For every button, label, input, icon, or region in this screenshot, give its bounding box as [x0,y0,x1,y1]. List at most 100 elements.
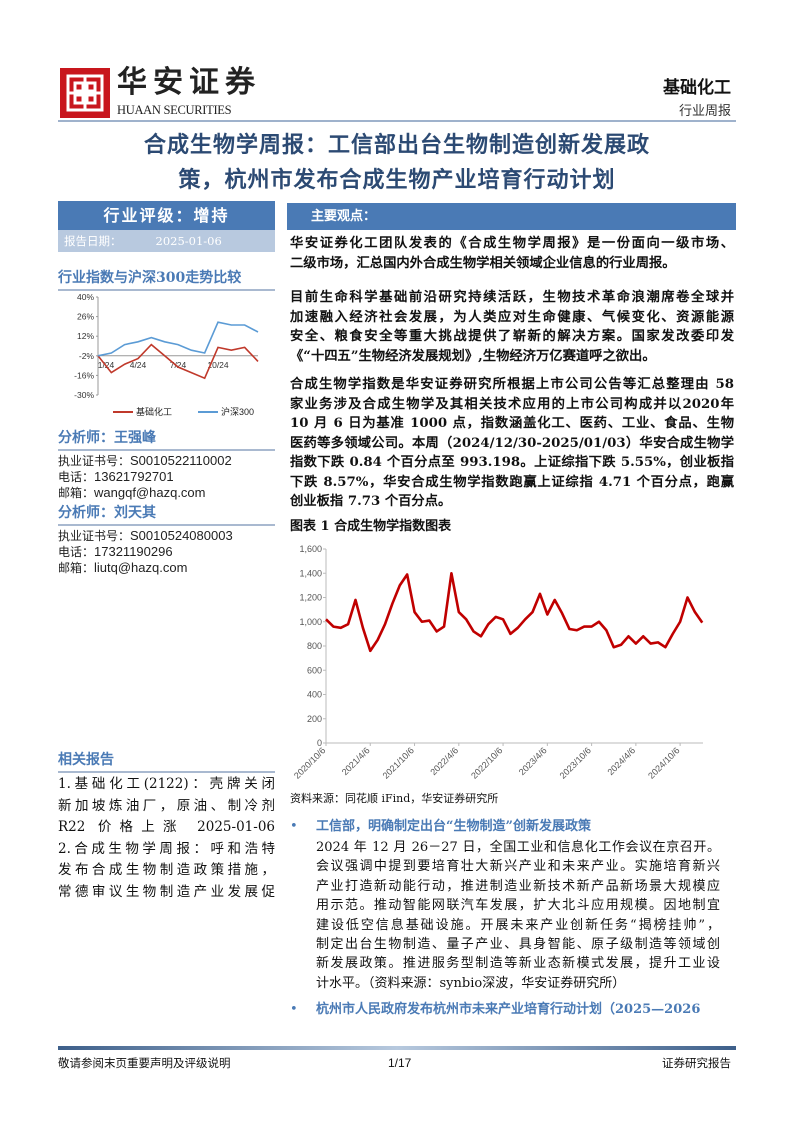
y-tick-label: 800 [307,641,322,651]
text-line: 10 月 6 日为基准 1000 点，指数涵盖化工、医药、工业、食品、生物 [290,416,734,431]
text-line: R22 价格上涨 2025-01-06 [58,819,275,836]
text-line: 新加坡炼油厂，原油、制冷剂 [58,797,275,814]
bullet-icon: • [290,1002,298,1017]
main-points-header: 主要观点： [287,203,736,230]
section-divider [58,289,275,291]
paragraph-intro: 华安证券化工团队发表的《合成生物学周报》是一份面向一级市场、 二级市场，汇总国内外… [290,234,734,273]
phone-value: 13621792701 [94,469,174,484]
text-line: 2.合成生物学周报：呼和浩特 [58,840,275,857]
y-tick-label: 26% [77,312,94,322]
header-divider [58,120,736,122]
x-tick-label: 2024/10/6 [646,745,681,780]
y-tick-label: -30% [74,390,94,400]
footer-disclaimer: 敬请参阅末页重要声明及评级说明 [58,1056,231,1070]
report-title-line1: 合成生物学周报：工信部出台生物制造创新发展政 [143,132,650,158]
text-line: 发布合成生物制造政策措施， [58,862,275,879]
paragraph-index: 合成生物学指数是华安证券研究所根据上市公司公告等汇总整理由 58 家业务涉及合成生… [290,375,734,512]
figure-source: 资料来源：同花顺 iFind，华安证券研究所 [290,792,499,805]
cert-label: 执业证书号： [58,529,131,543]
x-tick-label: 10/24 [207,360,229,370]
figure-title: 图表 1 合成生物学指数图表 [290,519,452,534]
x-tick-label: 4/24 [130,360,147,370]
phone-value: 17321190296 [94,544,173,559]
series-line-0 [97,343,259,380]
text-line: 产业打造新动能行动，推进制造业新技术新产品新场景大规模应 [316,878,720,894]
analyst-phone: 电话：17321190296 [58,544,173,560]
logo-english: HUAAN SECURITIES [117,103,232,117]
legend-label: 沪深300 [221,406,254,417]
x-tick-label: 2020/10/6 [292,745,327,780]
analyst-heading: 分析师：王强峰 [58,430,156,446]
report-title-line2: 策，杭州市发布合成生物产业培育行动计划 [178,167,616,193]
email-label: 邮箱： [58,561,95,575]
series-line-1 [97,321,259,357]
text-line: 目前生命科学基础前沿研究持续活跃，生物技术革命浪潮席卷全球并 [290,290,734,305]
y-tick-label: 1,400 [299,568,322,578]
x-tick-label: 2022/4/6 [428,745,460,777]
bullet-icon: • [290,819,298,834]
text-line: 加速融入经济社会发展，为人类应对生命健康、气候变化、资源能源 [290,309,734,325]
y-tick-label: 40% [77,292,94,302]
analyst-heading: 分析师：刘天其 [58,505,156,521]
y-tick-label: 1,200 [299,593,322,603]
analyst-email: 邮箱：wangqf@hazq.com [58,485,206,501]
x-tick-label: 2023/10/6 [558,745,593,780]
analyst-email: 邮箱：liutq@hazq.com [58,560,187,576]
text-line: 华安证券化工团队发表的《合成生物学周报》是一份面向一级市场、 [290,236,734,251]
cert-value: S0010522110002 [130,453,232,468]
y-tick-label: 12% [77,331,94,341]
logo-mark [60,68,110,118]
report-date: 报告日期： 2025-01-06 [58,230,275,252]
y-tick-label: -2% [79,351,95,361]
text-line: 指数下跌 0.84 个百分点至 993.198。上证综指下跌 5.55%，创业板… [290,455,734,470]
legend-label: 基础化工 [136,406,172,417]
report-type: 行业周报 [678,104,731,119]
text-line: 《“十四五”生物经济发展规划》,生物经济万亿赛道呼之欲出。 [290,348,656,364]
page-number: 1/17 [388,1056,412,1070]
x-tick-label: 2022/10/6 [469,745,504,780]
text-line: 创业板指 7.73 个百分点。 [290,494,452,509]
related-reports-list: 1.基础化工(2122)：壳牌关闭 新加坡炼油厂，原油、制冷剂 R22 价格上涨 2… [58,774,275,904]
index-line [325,571,704,653]
date-label: 报告日期： [64,234,122,248]
index-chart: 0 200 400 600 800 1,000 1,200 1,400 1,600 2020/10… [292,544,704,781]
y-tick-label: -16% [74,370,94,380]
y-tick-label: 0 [317,738,322,748]
cert-value: S0010524080003 [130,528,233,543]
footer-label: 证券研究报告 [662,1056,731,1070]
news-heading: 杭州市人民政府发布杭州市未来产业培育行动计划（2025—2026 [316,1002,701,1017]
x-tick-label: 7/24 [170,360,187,370]
email-value[interactable]: liutq@hazq.com [94,560,188,575]
phone-label: 电话： [58,545,95,559]
footer-divider [58,1046,736,1050]
sector-label: 基础化工 [663,78,731,98]
text-line: 用示范。推动智能网联汽车发展，扩大北斗应用规模。因地制宜 [316,898,720,914]
text-line: 2024 年 12 月 26－27 日，全国工业和信息化工作会议在京召开。 [316,840,720,855]
text-line: 建设低空信息基础设施。开展未来产业创新任务“揭榜挂帅”， [316,917,720,933]
text-line: 合成生物学指数是华安证券研究所根据上市公司公告等汇总整理由 58 [290,377,734,392]
related-reports-heading: 相关报告 [58,752,114,768]
y-tick-label: 1,000 [299,617,322,627]
text-line: 下跌 8.57%，华安合成生物学指数跑赢上证综指 4.71 个百分点，跑赢 [290,474,734,490]
x-tick-label: 2021/10/6 [381,745,416,780]
text-line: 制定出台生物制造、量子产业、具身智能、原子级制造等领域创 [316,936,720,952]
y-tick-label: 600 [307,665,322,675]
date-value: 2025-01-06 [155,234,222,248]
text-line: 二级市场，汇总国内外合成生物学相关领域企业信息的行业周报。 [290,255,676,271]
email-value[interactable]: wangqf@hazq.com [94,485,206,500]
text-line: 计水平。（资料来源：synbio深波，华安证券研究所） [316,975,626,991]
x-tick-label: 2023/4/6 [517,745,549,777]
text-line: 1.基础化工(2122)：壳牌关闭 [58,776,275,792]
news-body: 2024 年 12 月 26－27 日，全国工业和信息化工作会议在京召开。 会议强… [316,838,720,993]
section-divider [58,524,275,526]
text-line: 医药等多领域公司。本周（2024/12/30-2025/01/03）华安合成生物… [290,435,734,451]
analyst-phone: 电话：13621792701 [58,469,174,485]
section-divider [58,771,275,773]
y-tick-label: 200 [307,714,322,724]
cert-label: 执业证书号： [58,454,131,468]
x-tick-label: 2024/4/6 [605,745,637,777]
analyst-cert: 执业证书号：S0010522110002 [58,453,232,469]
text-line: 安全、粮食安全等重大挑战提供了崭新的解决方案。国家发改委印发 [290,329,734,344]
text-line: 新发展政策。推进服务型制造等新业态新模式发展，提升工业设 [316,956,720,972]
industry-rating: 行业评级：增持 [58,201,275,230]
